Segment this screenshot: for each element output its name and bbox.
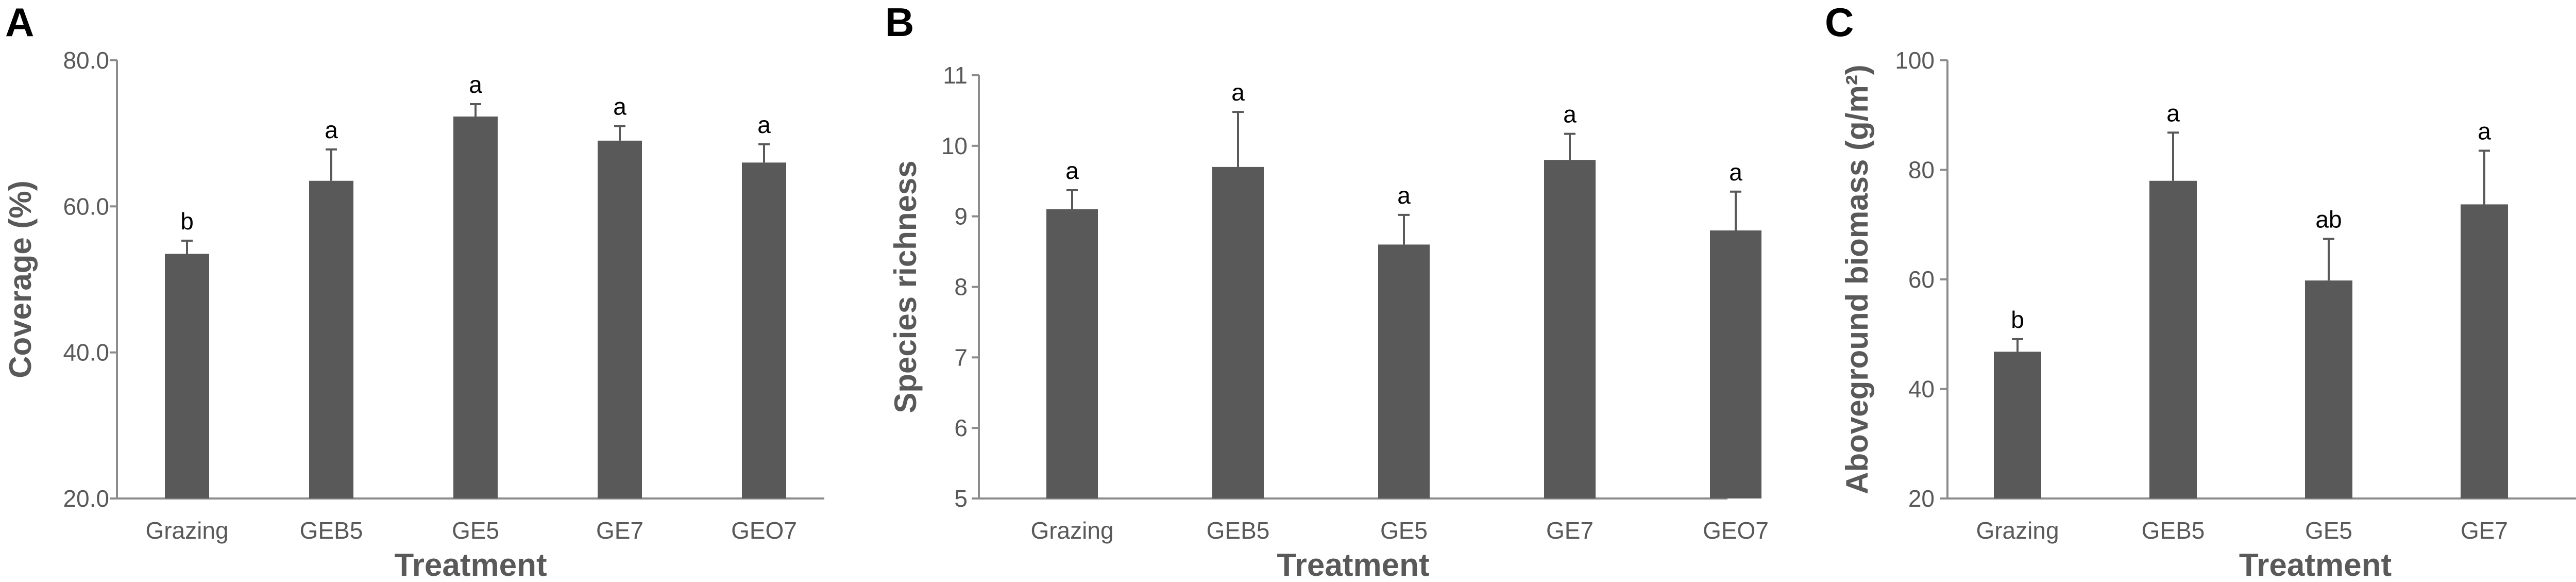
x-tick-label: GE5 — [1380, 517, 1428, 544]
significance-letter: a — [1729, 159, 1742, 186]
y-tick-label: 5 — [954, 485, 968, 512]
significance-letter: b — [180, 208, 194, 235]
significance-letter: a — [1065, 157, 1079, 184]
y-axis-title: Aboveground biomass (g/m²) — [1840, 64, 1874, 494]
y-tick-label: 7 — [954, 344, 968, 371]
panel-letter-b: B — [885, 0, 914, 45]
significance-letter: a — [1563, 101, 1577, 128]
x-tick-label: Grazing — [145, 517, 228, 544]
y-tick-label: 40.0 — [63, 339, 109, 366]
bar-ge5 — [1378, 244, 1430, 498]
y-tick-label: 11 — [943, 62, 968, 89]
x-tick-label: GE5 — [2305, 517, 2352, 544]
x-tick-label: GEB5 — [2142, 517, 2205, 544]
significance-letter: ab — [2315, 206, 2342, 232]
bar-grazing — [1994, 352, 2041, 498]
bar-ge7 — [1544, 160, 1596, 498]
y-tick-label: 60.0 — [63, 193, 109, 220]
bar-ge5 — [453, 117, 498, 499]
y-tick-label: 8 — [954, 274, 968, 301]
x-tick-label: Grazing — [1976, 517, 2059, 544]
bar-ge7 — [2461, 204, 2508, 498]
x-axis-title: Treatment — [2239, 547, 2392, 582]
y-tick-label: 60 — [1908, 266, 1935, 293]
x-tick-label: GE7 — [596, 517, 643, 544]
bar-grazing — [1046, 209, 1098, 498]
bar-grazing — [165, 254, 209, 498]
panel-letter-c: C — [1825, 0, 1854, 45]
chart-panel-b: B 5 6 7 8 9 10 11 Species richness a Grazing a GEB5 a… — [885, 0, 1769, 582]
bar-geb5 — [1212, 167, 1264, 499]
significance-letter: a — [2478, 118, 2491, 144]
x-tick-label: GEO7 — [731, 517, 797, 544]
y-axis-title: Coverage (%) — [3, 180, 38, 378]
y-axis-title: Species richness — [888, 160, 923, 413]
y-tick-label: 100 — [1895, 47, 1935, 74]
y-tick-label: 6 — [954, 414, 968, 441]
x-tick-label: GEB5 — [1207, 517, 1270, 544]
chart-panel-a: A 20.0 40.0 60.0 80.0 Coverage (%) b Grazing a GE… — [3, 0, 824, 582]
x-tick-label: Grazing — [1030, 517, 1113, 544]
x-tick-label: GEO7 — [1703, 517, 1769, 544]
bar-geo7 — [1710, 230, 1761, 498]
significance-letter: a — [469, 71, 482, 98]
significance-letter: a — [1397, 182, 1411, 209]
significance-letter: a — [2166, 99, 2180, 126]
y-tick-label: 10 — [941, 132, 968, 159]
bar-geb5 — [2149, 180, 2197, 498]
x-tick-label: GEB5 — [300, 517, 363, 544]
y-tick-label: 80 — [1908, 157, 1935, 184]
x-tick-label: GE7 — [1546, 517, 1594, 544]
y-tick-label: 20.0 — [63, 485, 109, 512]
significance-letter: b — [2011, 306, 2024, 333]
x-axis-title: Treatment — [394, 547, 547, 582]
x-tick-label: GE5 — [452, 517, 499, 544]
x-tick-label: GE7 — [2461, 517, 2508, 544]
y-tick-label: 80.0 — [63, 47, 109, 74]
y-tick-label: 20 — [1908, 485, 1935, 512]
bar-ge7 — [598, 140, 642, 498]
bar-ge5 — [2305, 280, 2352, 498]
significance-letter: a — [1231, 79, 1245, 106]
chart-panel-c: C 20 40 60 80 100 Aboveground biomass (g/m²) b G… — [1825, 0, 2576, 582]
significance-letter: a — [325, 117, 338, 143]
significance-letter: a — [613, 93, 626, 120]
y-tick-label: 40 — [1908, 376, 1935, 403]
y-tick-label: 9 — [954, 203, 968, 230]
panel-letter-a: A — [5, 0, 34, 45]
bar-geb5 — [309, 180, 353, 498]
significance-letter: a — [757, 111, 771, 138]
bar-geo7 — [742, 162, 786, 498]
x-axis-title: Treatment — [1277, 547, 1429, 582]
